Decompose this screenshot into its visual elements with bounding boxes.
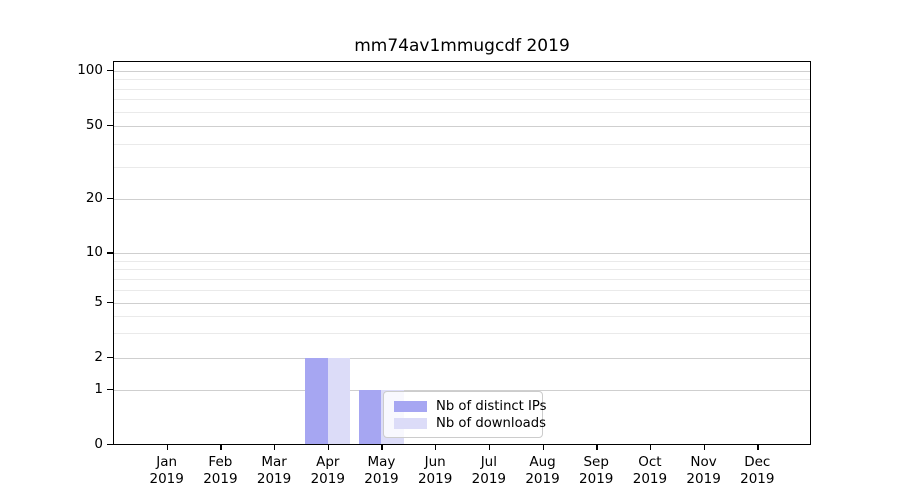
x-tick-label: Mar 2019 (256, 454, 292, 487)
x-tick-label: Jul 2019 (471, 454, 507, 487)
x-axis-tick (274, 445, 276, 450)
y-tick-label: 5 (94, 293, 103, 310)
y-axis-tick (107, 252, 113, 254)
chart-title: mm74av1mmugcdf 2019 (354, 36, 570, 56)
x-tick-label: Dec 2019 (740, 454, 775, 487)
x-axis-tick (542, 445, 544, 450)
x-tick-label: Aug 2019 (525, 454, 560, 487)
minor-gridline (114, 260, 810, 262)
x-tick-label: Nov 2019 (686, 454, 721, 487)
x-axis-tick (220, 445, 222, 450)
x-axis-tick (703, 445, 705, 450)
y-axis-tick (107, 70, 113, 72)
y-axis-tick (107, 443, 113, 445)
x-axis-tick (435, 445, 437, 450)
minor-gridline (114, 316, 810, 318)
bar-distinct-ips (305, 357, 328, 445)
y-tick-label: 0 (94, 435, 103, 452)
x-tick-label: Feb 2019 (203, 454, 238, 487)
bar-distinct-ips (359, 389, 382, 445)
minor-gridline (114, 269, 810, 271)
x-tick-label: Oct 2019 (632, 454, 668, 487)
legend-item-downloads: Nb of downloads (394, 415, 546, 431)
major-gridline (114, 198, 810, 200)
minor-gridline (114, 333, 810, 335)
x-axis-tick (381, 445, 383, 450)
x-axis-tick (757, 445, 759, 450)
y-axis-tick (107, 301, 113, 303)
x-axis-tick (327, 445, 330, 450)
minor-gridline (114, 278, 810, 280)
legend-item-label: Nb of distinct IPs (436, 398, 547, 414)
y-tick-label: 20 (85, 189, 103, 206)
x-tick-label: Apr 2019 (310, 454, 345, 487)
y-axis-tick (107, 388, 113, 390)
y-axis-tick (107, 197, 113, 199)
legend-item-label: Nb of downloads (436, 415, 546, 431)
major-gridline (114, 357, 810, 359)
major-gridline (114, 126, 810, 127)
legend-swatch-icon (394, 417, 427, 429)
y-axis-tick (107, 125, 113, 127)
minor-gridline (114, 88, 810, 90)
y-tick-label: 2 (94, 348, 103, 365)
plot-area (113, 61, 811, 445)
minor-gridline (114, 289, 810, 291)
major-gridline (114, 253, 810, 255)
x-tick-label: May 2019 (364, 454, 399, 487)
minor-gridline (114, 79, 810, 81)
major-gridline (114, 389, 810, 391)
legend-item-distinct-ips: Nb of distinct IPs (394, 398, 547, 414)
minor-gridline (114, 166, 810, 168)
y-tick-label: 1 (94, 380, 103, 397)
legend: Nb of distinct IPs Nb of downloads (383, 391, 547, 438)
x-tick-label: Sep 2019 (579, 454, 614, 487)
minor-gridline (114, 99, 810, 101)
major-gridline (114, 71, 810, 72)
bar-downloads (327, 357, 351, 445)
x-tick-label: Jan 2019 (149, 454, 184, 487)
minor-gridline (114, 111, 810, 113)
y-tick-label: 100 (77, 62, 103, 78)
y-tick-label: 50 (85, 117, 103, 133)
major-gridline (114, 302, 810, 304)
y-axis-tick (107, 356, 113, 358)
legend-swatch-icon (394, 400, 427, 412)
x-axis-tick (166, 445, 168, 450)
y-tick-label: 10 (85, 244, 103, 261)
minor-gridline (114, 143, 810, 145)
x-tick-label: Jun 2019 (417, 454, 453, 487)
x-axis-tick (596, 445, 598, 450)
x-axis-tick (649, 445, 652, 450)
x-axis-tick (488, 445, 491, 450)
